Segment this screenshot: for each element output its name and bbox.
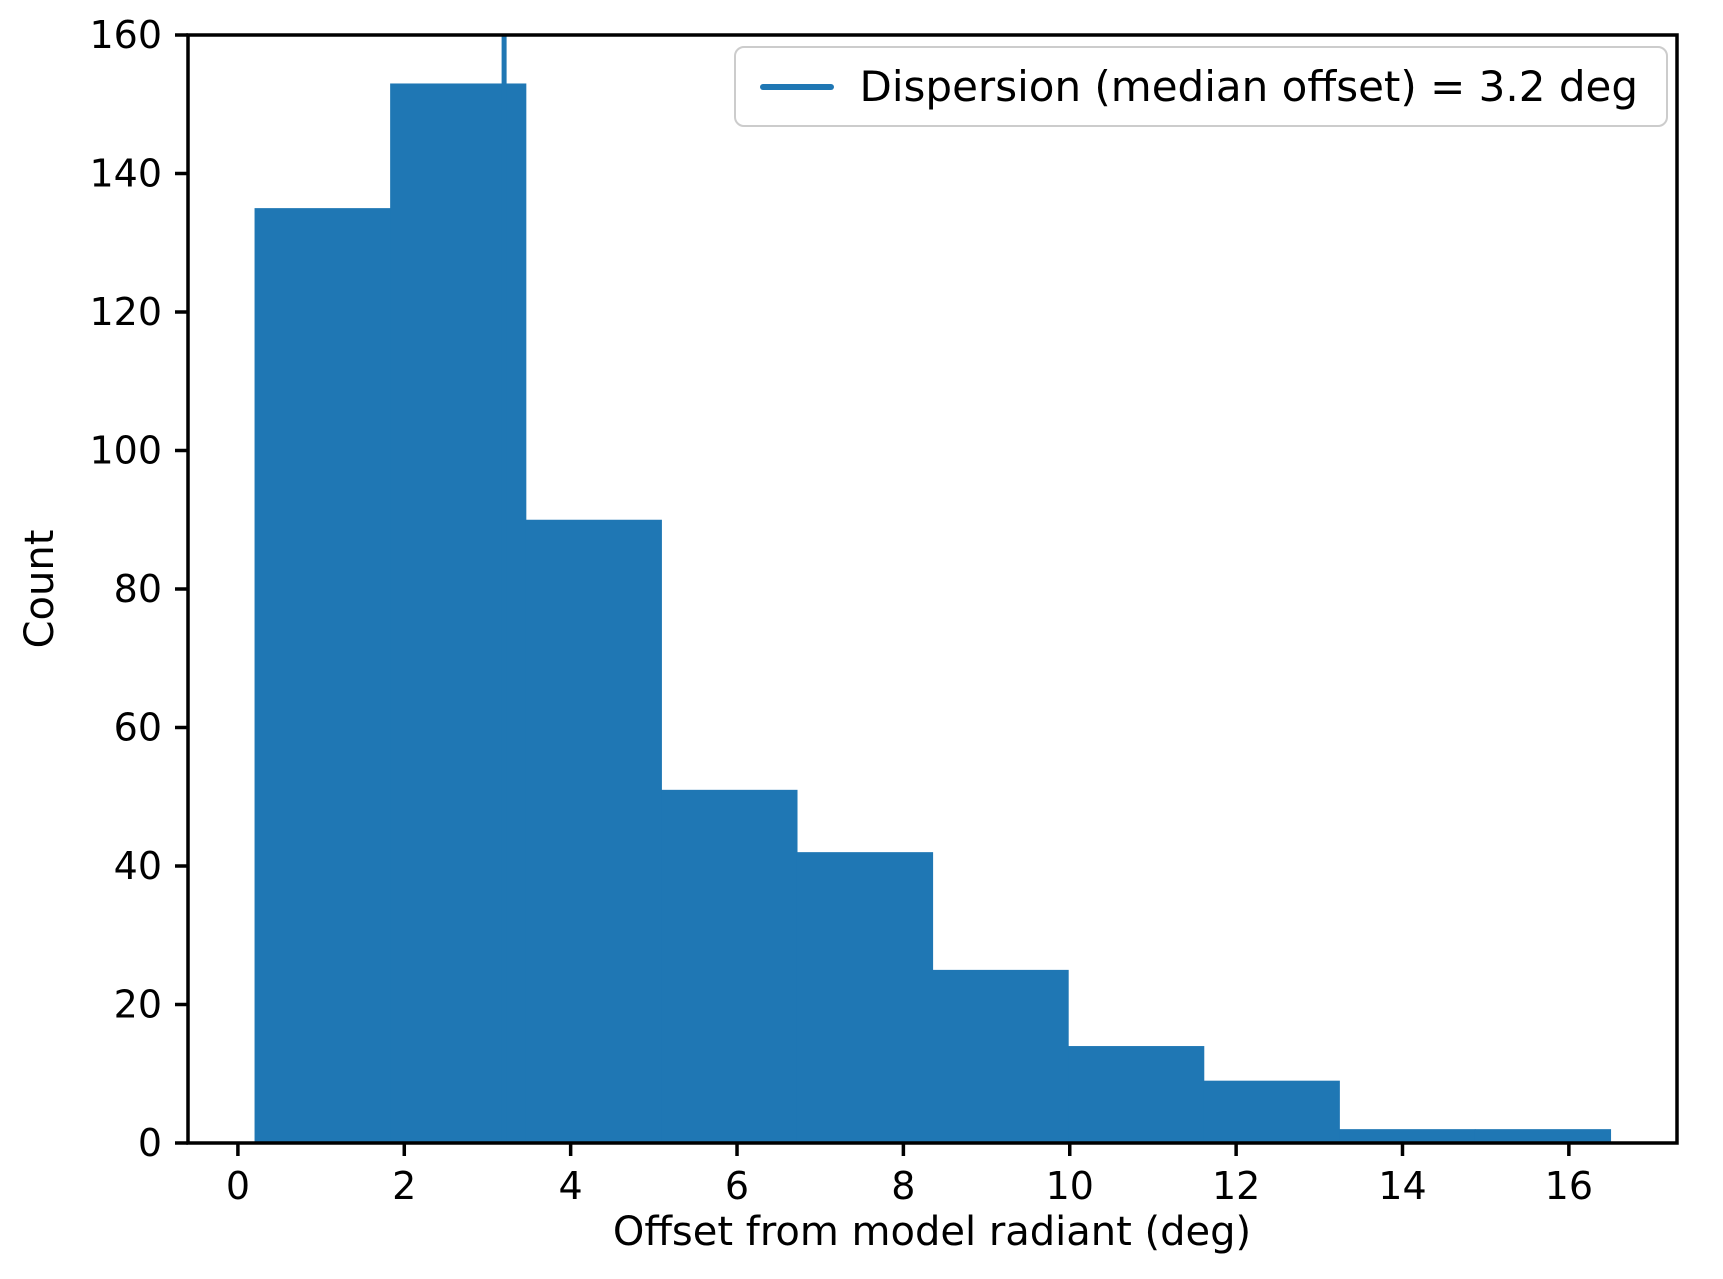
histogram-bar — [796, 852, 934, 1143]
y-tick-label: 60 — [114, 706, 162, 750]
histogram-bar — [1339, 1129, 1476, 1143]
y-tick-label: 80 — [114, 567, 162, 611]
histogram-bar — [1068, 1046, 1205, 1143]
x-tick-label: 10 — [1046, 1164, 1094, 1208]
histogram-bar — [1203, 1080, 1340, 1143]
histogram-bar — [1474, 1129, 1612, 1143]
y-tick-label: 40 — [114, 844, 162, 888]
histogram-bar — [525, 519, 662, 1143]
x-tick-label: 2 — [392, 1164, 416, 1208]
histogram-bar — [932, 969, 1069, 1143]
y-tick-label: 140 — [89, 152, 162, 196]
y-tick-label: 0 — [138, 1121, 162, 1165]
x-tick-label: 16 — [1545, 1164, 1593, 1208]
y-tick-label: 120 — [89, 290, 162, 334]
x-tick-label: 6 — [725, 1164, 749, 1208]
y-tick-label: 20 — [114, 983, 162, 1027]
x-tick-label: 0 — [226, 1164, 250, 1208]
histogram-bar — [661, 789, 798, 1143]
x-tick-label: 14 — [1378, 1164, 1426, 1208]
x-tick-label: 4 — [559, 1164, 583, 1208]
x-axis-label: Offset from model radiant (deg) — [612, 1209, 1252, 1255]
y-tick-label: 160 — [89, 13, 162, 57]
legend: Dispersion (median offset) = 3.2 deg — [733, 46, 1668, 127]
x-tick-label: 8 — [891, 1164, 915, 1208]
x-tick-label: 12 — [1212, 1164, 1260, 1208]
histogram-bar — [254, 208, 391, 1143]
legend-line-icon — [759, 83, 834, 90]
legend-label: Dispersion (median offset) = 3.2 deg — [859, 62, 1638, 111]
y-axis-label: Count — [17, 529, 63, 649]
y-tick-label: 100 — [89, 429, 162, 473]
